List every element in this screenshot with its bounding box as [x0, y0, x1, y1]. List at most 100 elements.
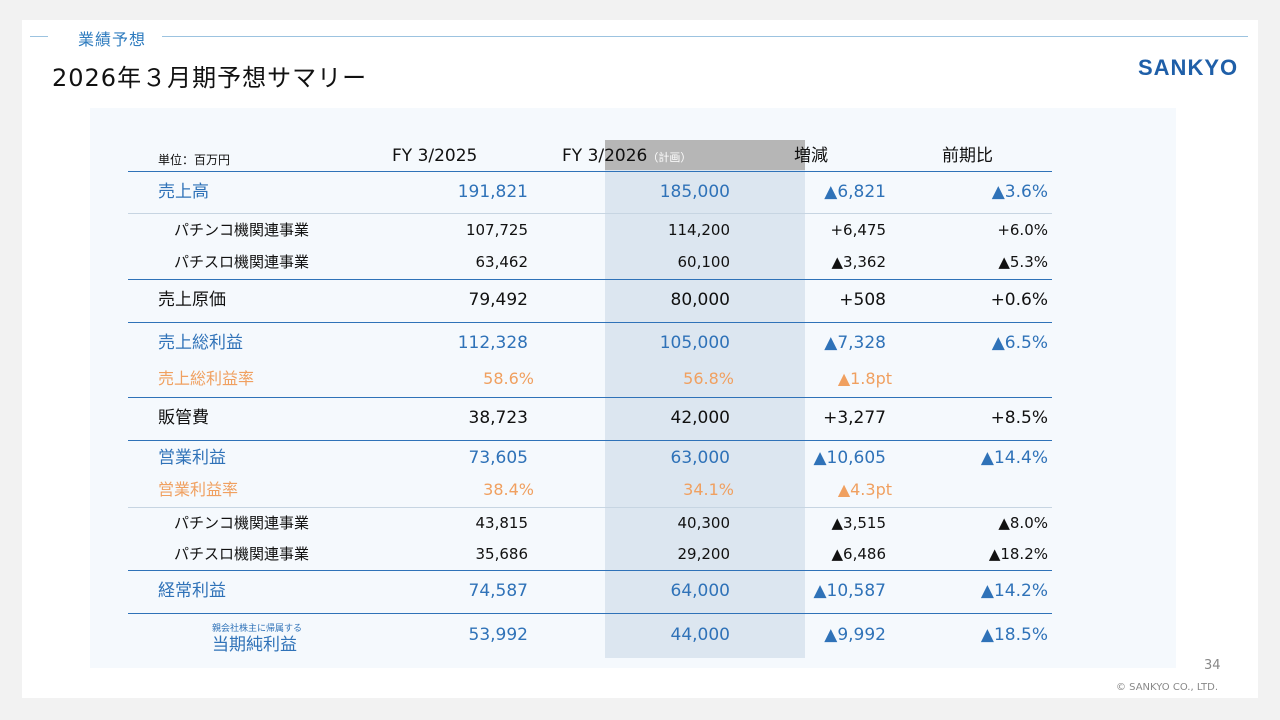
divider [128, 397, 1052, 398]
cell-fy2026: 114,200 [667, 221, 730, 239]
copyright: © SANKYO CO., LTD. [1116, 682, 1219, 693]
column-header-change: 増減 [794, 146, 828, 166]
section-rule [162, 36, 1248, 37]
row-label: パチンコ機関連事業 [174, 221, 310, 239]
divider [128, 171, 1052, 172]
row-label: 営業利益率 [158, 480, 239, 499]
cell-fy2026: 42,000 [670, 408, 730, 428]
column-header-fy2026: FY 3/2026（計画） [562, 140, 691, 174]
table-row: 営業利益率 38.4% 34.1% ▲4.3pt [128, 474, 1052, 506]
section-label: 業績予想 [78, 30, 147, 49]
row-label: 当期純利益 [212, 635, 297, 655]
row-label: 営業利益 [158, 448, 226, 468]
cell-change: ▲9,992 [824, 625, 886, 645]
cell-fy2026: 63,000 [670, 448, 730, 468]
sankyo-logo: SANKYO [1138, 55, 1238, 80]
forecast-column-highlight [605, 140, 805, 658]
column-header-fy2025: FY 3/2025 [392, 146, 478, 166]
cell-fy2025: 58.6% [483, 369, 534, 388]
table-row: 売上総利益 112,328 105,000 ▲7,328 ▲6.5% [128, 327, 1052, 359]
row-label: パチスロ機関連事業 [174, 253, 310, 271]
table-row: パチンコ機関連事業 43,815 40,300 ▲3,515 ▲8.0% [128, 507, 1052, 539]
row-label: 売上総利益 [158, 333, 243, 353]
cell-fy2026: 60,100 [677, 253, 731, 271]
cell-fy2026: 105,000 [659, 333, 730, 353]
divider [128, 213, 1052, 214]
divider [128, 279, 1052, 280]
row-label: 売上高 [158, 182, 209, 202]
row-label: 売上総利益率 [158, 369, 255, 388]
cell-change: +508 [839, 290, 886, 310]
cell-fy2025: 35,686 [475, 545, 529, 563]
cell-fy2026: 64,000 [670, 581, 730, 601]
cell-yoy: ▲18.2% [988, 545, 1048, 563]
cell-yoy: ▲18.5% [980, 625, 1048, 645]
slide: 業績予想 2026年３月期予想サマリー SANKYO 単位：百万円 FY 3/2… [22, 20, 1258, 698]
cell-fy2025: 79,492 [468, 290, 528, 310]
cell-yoy: +6.0% [997, 221, 1048, 239]
table-row: 売上高 191,821 185,000 ▲6,821 ▲3.6% [128, 176, 1052, 208]
cell-fy2025: 73,605 [468, 448, 528, 468]
table-panel [90, 108, 1176, 668]
table-row: 経常利益 74,587 64,000 ▲10,587 ▲14.2% [128, 575, 1052, 607]
fy2026-label: FY 3/2026 [562, 146, 648, 166]
cell-yoy: ▲6.5% [991, 333, 1048, 353]
cell-change: ▲6,486 [831, 545, 886, 563]
table-row: 売上原価 79,492 80,000 +508 +0.6% [128, 284, 1052, 316]
divider [128, 570, 1052, 571]
divider [128, 613, 1052, 614]
cell-yoy: ▲14.4% [980, 448, 1048, 468]
cell-fy2026: 34.1% [683, 480, 734, 499]
cell-yoy: ▲8.0% [998, 514, 1048, 532]
cell-change: ▲3,515 [831, 514, 886, 532]
table-row: パチンコ機関連事業 107,725 114,200 +6,475 +6.0% [128, 214, 1052, 246]
cell-change: ▲1.8pt [837, 369, 892, 388]
cell-fy2026: 80,000 [670, 290, 730, 310]
divider [128, 322, 1052, 323]
section-rule-left [30, 36, 48, 37]
cell-change: ▲4.3pt [837, 480, 892, 499]
table-row: 売上総利益率 58.6% 56.8% ▲1.8pt [128, 363, 1052, 395]
page-title: 2026年３月期予想サマリー [52, 64, 368, 92]
row-label: 販管費 [158, 408, 209, 428]
cell-fy2025: 38.4% [483, 480, 534, 499]
cell-change: ▲10,587 [813, 581, 886, 601]
column-header-yoy: 前期比 [942, 146, 993, 166]
net-income-note: 親会社株主に帰属する [212, 624, 303, 634]
cell-fy2025: 38,723 [468, 408, 528, 428]
cell-fy2025: 74,587 [468, 581, 528, 601]
cell-yoy: ▲5.3% [998, 253, 1048, 271]
forecast-column-header-bg [605, 140, 805, 170]
cell-yoy: +8.5% [990, 408, 1048, 428]
cell-fy2025: 63,462 [475, 253, 529, 271]
cell-fy2025: 43,815 [475, 514, 529, 532]
cell-change: ▲6,821 [824, 182, 886, 202]
cell-fy2026: 185,000 [659, 182, 730, 202]
row-label: 売上原価 [158, 290, 226, 310]
page-number: 34 [1204, 658, 1221, 673]
cell-change: ▲3,362 [831, 253, 886, 271]
cell-fy2026: 44,000 [670, 625, 730, 645]
cell-yoy: ▲3.6% [991, 182, 1048, 202]
divider [128, 507, 1052, 508]
row-label: パチスロ機関連事業 [174, 545, 310, 563]
cell-fy2026: 56.8% [683, 369, 734, 388]
divider [128, 440, 1052, 441]
table-row: パチスロ機関連事業 35,686 29,200 ▲6,486 ▲18.2% [128, 538, 1052, 570]
table-header-row: 単位：百万円 FY 3/2025 FY 3/2026（計画） 増減 前期比 [128, 140, 1052, 172]
cell-fy2026: 29,200 [677, 545, 731, 563]
table-row: 当期純利益 53,992 44,000 ▲9,992 ▲18.5% [128, 619, 1052, 655]
cell-fy2025: 107,725 [465, 221, 528, 239]
table-row: 営業利益 73,605 63,000 ▲10,605 ▲14.4% [128, 442, 1052, 474]
logo-text: SANKYO [1138, 55, 1238, 80]
cell-yoy: +0.6% [990, 290, 1048, 310]
cell-change: ▲10,605 [813, 448, 886, 468]
cell-fy2026: 40,300 [677, 514, 731, 532]
cell-change: +3,277 [823, 408, 886, 428]
table-row: パチスロ機関連事業 63,462 60,100 ▲3,362 ▲5.3% [128, 246, 1052, 278]
cell-fy2025: 53,992 [468, 625, 528, 645]
cell-fy2025: 191,821 [457, 182, 528, 202]
cell-change: +6,475 [830, 221, 886, 239]
table-row: 販管費 38,723 42,000 +3,277 +8.5% [128, 402, 1052, 434]
unit-label: 単位：百万円 [158, 153, 231, 167]
